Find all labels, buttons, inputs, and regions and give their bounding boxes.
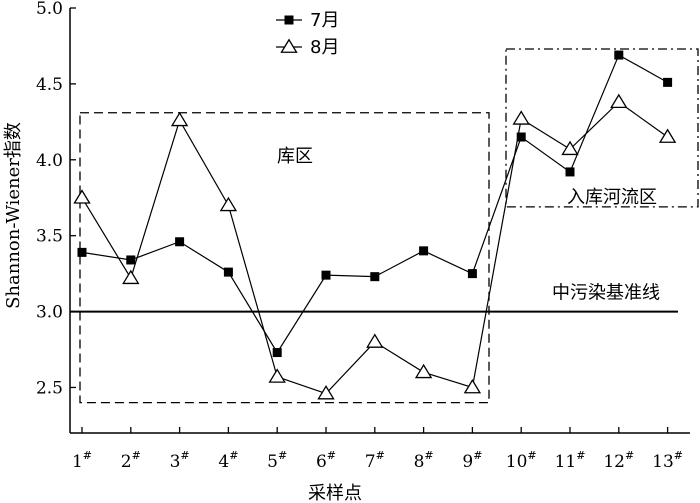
- series-layer: [73, 50, 677, 400]
- data-point: [219, 196, 238, 212]
- data-point: [463, 378, 482, 394]
- y-tick-label: 4.0: [36, 151, 63, 171]
- data-point: [414, 363, 433, 379]
- data-point: [223, 267, 233, 277]
- data-point: [122, 269, 140, 285]
- data-point: [663, 77, 673, 87]
- data-point: [614, 50, 624, 60]
- x-tick-label: 5#: [267, 449, 287, 472]
- x-tick-label: 12#: [603, 449, 634, 472]
- x-tick-label: 7#: [365, 449, 385, 472]
- data-point: [610, 93, 628, 109]
- data-point: [126, 255, 136, 265]
- x-tick-label: 10#: [506, 449, 537, 472]
- data-point: [467, 269, 477, 279]
- y-axis-title: Shannon-Wiener指数: [3, 122, 24, 309]
- region-box: [79, 112, 490, 404]
- data-point: [516, 132, 526, 142]
- reference-line-label: 中污染基准线: [552, 283, 660, 304]
- x-axis-title: 采样点: [308, 483, 362, 503]
- x-tick-label: 11#: [555, 449, 586, 472]
- x-tick-label: 9#: [462, 449, 482, 472]
- x-tick-label: 8#: [414, 449, 434, 472]
- data-point: [73, 189, 91, 204]
- data-point: [512, 110, 530, 125]
- x-tick-label: 4#: [218, 449, 238, 472]
- x-tick-label: 13#: [652, 449, 683, 472]
- axes-layer: 2.5 3.0 3.5 4.0 4.5 5.0 1# 2# 3# 4# 5# 6# 7# 8# 9# 10# 1…: [3, 0, 690, 503]
- region-box: [505, 48, 699, 208]
- data-point: [419, 246, 429, 256]
- data-point: [284, 15, 294, 25]
- y-tick-label: 3.0: [36, 303, 63, 323]
- y-tick-label: 2.5: [36, 378, 63, 398]
- x-tick-label: 3#: [170, 449, 190, 472]
- data-point: [317, 385, 335, 400]
- y-tick-label: 3.5: [36, 227, 63, 247]
- legend-label: 7月: [310, 10, 339, 31]
- x-tick-label: 6#: [316, 449, 336, 472]
- data-point: [272, 348, 282, 358]
- reference-line-layer: 中污染基准线: [70, 283, 678, 313]
- legend-label: 8月: [310, 37, 339, 58]
- data-point: [77, 247, 87, 257]
- data-point: [370, 272, 380, 282]
- data-point: [175, 237, 185, 247]
- series-line: [81, 101, 668, 395]
- y-tick-label: 5.0: [36, 0, 63, 19]
- data-point: [565, 167, 575, 177]
- data-point: [561, 140, 579, 156]
- data-point: [658, 128, 677, 143]
- data-point: [366, 333, 384, 348]
- data-point: [280, 38, 298, 53]
- data-point: [170, 111, 189, 127]
- region-label: 入库河流区: [567, 187, 657, 208]
- x-tick-label: 2#: [121, 449, 141, 472]
- region-label: 库区: [277, 146, 313, 167]
- y-tick-label: 4.5: [36, 75, 63, 95]
- x-tick-label: 1#: [72, 449, 92, 472]
- data-point: [268, 368, 286, 383]
- data-point: [321, 270, 331, 280]
